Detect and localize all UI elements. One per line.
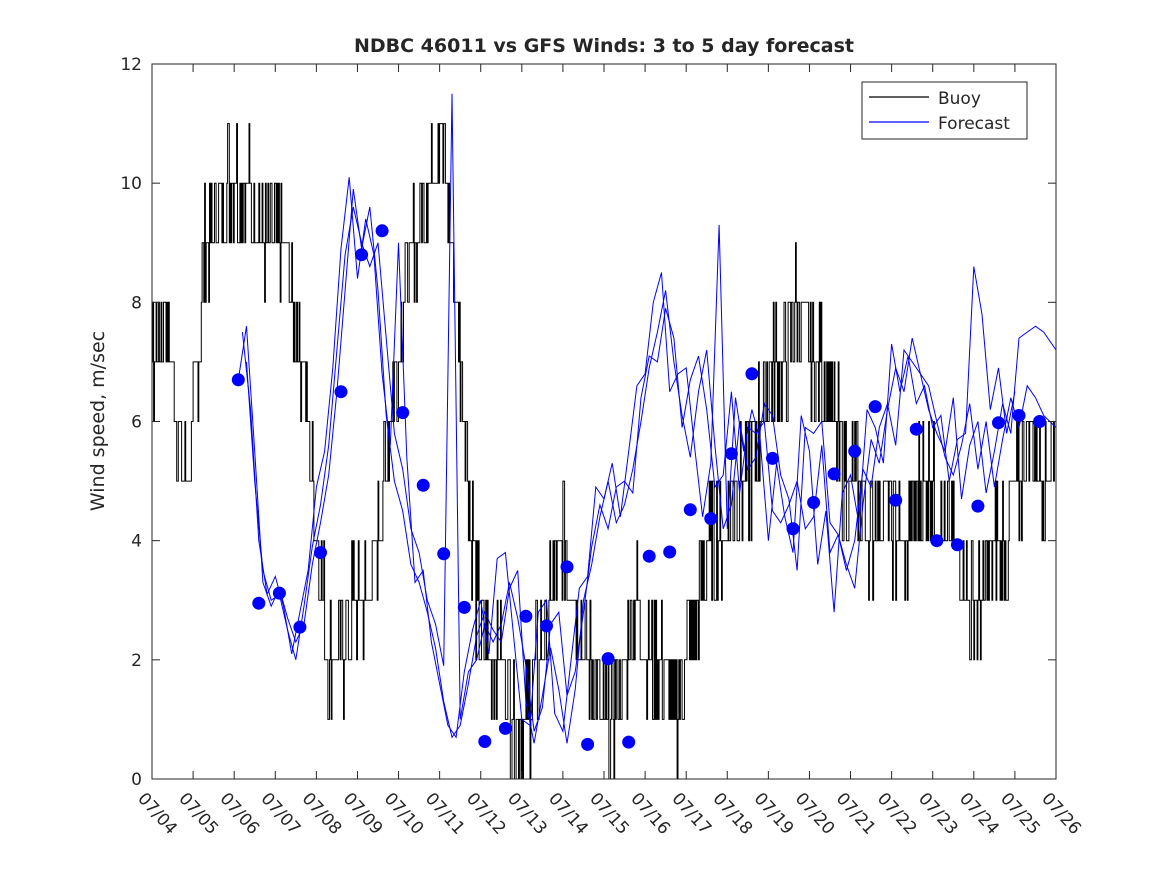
forecast-marker (807, 496, 821, 509)
buoy-series-line (152, 123, 1056, 780)
y-tick-label: 6 (131, 413, 142, 433)
y-tick-label: 10 (120, 174, 142, 194)
forecast-marker (704, 512, 718, 526)
y-tick-label: 4 (131, 532, 142, 552)
forecast-marker (293, 620, 307, 634)
legend-box (861, 81, 1028, 140)
y-tick-label: 2 (131, 651, 142, 671)
forecast-marker (355, 248, 369, 262)
forecast-marker (272, 586, 286, 600)
forecast-marker (396, 406, 410, 420)
forecast-marker (786, 522, 800, 536)
forecast-marker (868, 400, 882, 414)
forecast-marker (827, 467, 841, 481)
forecast-marker (622, 735, 636, 749)
forecast-marker (971, 499, 985, 513)
forecast-series-line-1 (237, 189, 1056, 744)
legend-forecast-label: Forecast (938, 114, 1010, 134)
y-tick-label: 8 (131, 293, 142, 313)
forecast-marker (745, 367, 759, 381)
forecast-marker (950, 538, 964, 552)
forecast-series-line-3 (241, 177, 1016, 739)
forecast-marker (519, 609, 533, 623)
forecast-series-line-2 (246, 93, 1056, 732)
forecast-marker (457, 600, 471, 614)
forecast-marker (231, 373, 245, 387)
forecast-marker (930, 534, 944, 548)
forecast-marker (909, 422, 923, 436)
forecast-marker (375, 224, 389, 238)
forecast-marker (1012, 409, 1026, 422)
forecast-marker (334, 385, 348, 399)
forecast-marker (540, 619, 553, 633)
forecast-marker (766, 451, 779, 465)
forecast-marker (416, 478, 430, 492)
series-layer (152, 93, 1056, 780)
forecast-marker (560, 560, 574, 574)
forecast-marker (581, 737, 595, 751)
forecast-marker (889, 493, 903, 507)
y-tick-label: 12 (120, 55, 142, 75)
legend: Buoy Forecast (861, 81, 1028, 140)
y-axis-label: Wind speed, m/sec (87, 331, 109, 511)
forecast-marker (498, 721, 512, 735)
forecast-marker (642, 549, 656, 563)
y-tick-label: 0 (131, 770, 142, 790)
chart-title: NDBC 46011 vs GFS Winds: 3 to 5 day fore… (354, 35, 854, 57)
forecast-marker (992, 416, 1005, 430)
forecast-marker (601, 652, 615, 666)
forecast-marker (848, 444, 862, 458)
forecast-marker (478, 735, 492, 748)
forecast-marker (724, 447, 738, 461)
forecast-marker (314, 546, 327, 560)
forecast-marker (437, 547, 451, 561)
forecast-marker (683, 503, 697, 517)
forecast-marker (1033, 415, 1047, 428)
forecast-marker (252, 596, 266, 610)
legend-buoy-label: Buoy (938, 89, 981, 109)
forecast-marker (663, 545, 677, 559)
